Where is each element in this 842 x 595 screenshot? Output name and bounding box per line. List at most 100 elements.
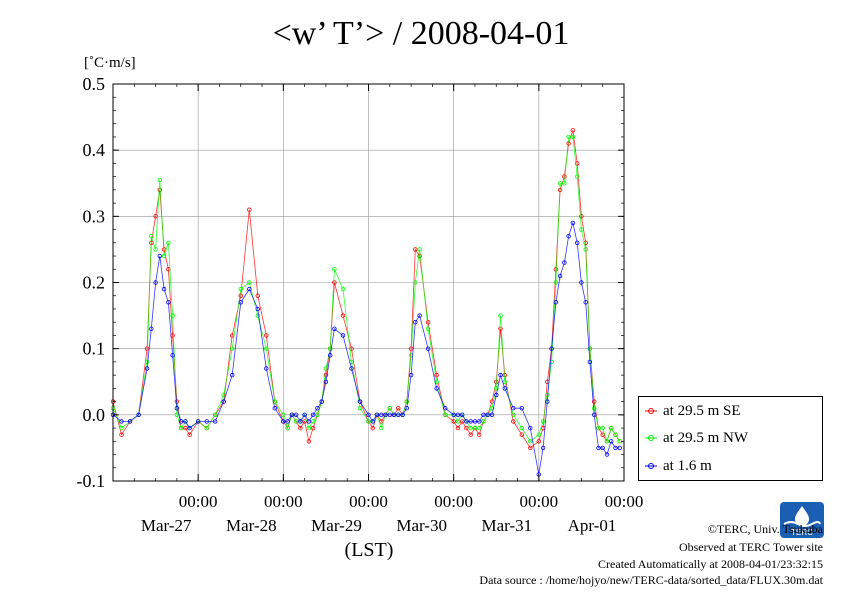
data-point bbox=[183, 419, 188, 424]
legend: at 29.5 m SE at 29.5 m NW at 1.6 m bbox=[638, 396, 823, 481]
data-point bbox=[264, 366, 269, 371]
data-point bbox=[315, 406, 320, 411]
data-point bbox=[144, 366, 150, 371]
data-point bbox=[498, 313, 503, 318]
data-point bbox=[328, 353, 333, 358]
data-point bbox=[609, 425, 614, 431]
data-point bbox=[566, 141, 571, 146]
data-point bbox=[323, 372, 329, 378]
x-tick-date-label: Mar-30 bbox=[396, 516, 447, 535]
data-point bbox=[408, 372, 414, 378]
data-point bbox=[413, 320, 418, 325]
data-point bbox=[255, 313, 260, 318]
data-point bbox=[579, 227, 584, 232]
data-point bbox=[613, 445, 618, 451]
data-point bbox=[310, 425, 316, 431]
data-point bbox=[404, 399, 409, 404]
data-point bbox=[417, 253, 422, 259]
series-line-0 bbox=[112, 130, 621, 449]
data-point bbox=[298, 425, 303, 431]
credit-observed: Observed at TERC Tower site bbox=[678, 540, 823, 554]
data-point bbox=[545, 399, 550, 404]
data-point bbox=[247, 280, 252, 285]
data-point bbox=[536, 439, 541, 444]
data-point bbox=[293, 412, 299, 417]
data-point bbox=[600, 425, 605, 431]
data-point bbox=[600, 445, 605, 451]
data-point bbox=[319, 399, 324, 404]
data-point bbox=[494, 392, 499, 398]
data-point bbox=[477, 432, 482, 437]
data-point bbox=[387, 406, 392, 411]
data-point bbox=[566, 233, 571, 239]
data-point bbox=[413, 247, 418, 252]
data-point bbox=[285, 419, 290, 424]
data-point bbox=[553, 267, 559, 272]
data-point bbox=[425, 320, 431, 325]
data-point bbox=[302, 412, 307, 417]
x-tick-date-label: Mar-31 bbox=[482, 516, 533, 535]
data-point bbox=[455, 419, 461, 424]
data-point bbox=[472, 425, 478, 431]
data-point bbox=[379, 425, 384, 431]
data-point bbox=[166, 300, 171, 305]
data-point bbox=[566, 134, 571, 140]
data-point bbox=[468, 419, 473, 424]
y-tick-label: 0.0 bbox=[83, 405, 106, 425]
data-point bbox=[212, 419, 218, 424]
data-point bbox=[396, 412, 401, 417]
credit-copyright: ©TERC, Univ. Tsukuba bbox=[707, 522, 823, 536]
data-point bbox=[310, 419, 316, 424]
data-point bbox=[575, 240, 580, 245]
data-point bbox=[306, 419, 312, 424]
credit-created: Created Automatically at 2008-04-01/23:3… bbox=[598, 557, 823, 571]
data-point bbox=[570, 134, 576, 140]
data-point bbox=[370, 425, 375, 431]
data-point bbox=[161, 253, 167, 259]
data-point bbox=[221, 399, 226, 404]
data-point bbox=[332, 267, 337, 272]
data-point bbox=[481, 412, 486, 417]
data-point bbox=[587, 346, 593, 351]
data-point bbox=[511, 412, 516, 417]
data-point bbox=[536, 432, 541, 437]
data-point bbox=[289, 412, 295, 417]
data-point bbox=[157, 177, 162, 183]
data-point bbox=[310, 412, 316, 417]
series-line-2 bbox=[112, 221, 620, 475]
series-layer bbox=[110, 128, 622, 477]
data-point bbox=[583, 300, 588, 305]
data-point bbox=[443, 412, 448, 417]
data-point bbox=[417, 247, 422, 252]
data-point bbox=[489, 412, 495, 417]
data-point bbox=[306, 439, 312, 444]
data-point bbox=[153, 280, 158, 285]
data-point bbox=[596, 445, 601, 451]
data-point bbox=[396, 406, 401, 411]
y-tick-label: 0.5 bbox=[83, 74, 106, 94]
data-point bbox=[379, 412, 384, 417]
x-tick-time-label: 00:00 bbox=[349, 492, 388, 511]
data-point bbox=[557, 273, 563, 279]
x-tick-date-label: Mar-28 bbox=[226, 516, 277, 535]
data-point bbox=[583, 247, 588, 252]
y-tick-label: 0.4 bbox=[83, 140, 106, 160]
data-point bbox=[238, 293, 243, 298]
data-point bbox=[149, 233, 154, 239]
data-point bbox=[298, 419, 303, 424]
data-point bbox=[149, 326, 154, 331]
data-point bbox=[511, 406, 516, 411]
data-point bbox=[579, 214, 584, 219]
series-line-1 bbox=[112, 136, 621, 443]
legend-label: at 29.5 m SE bbox=[663, 403, 741, 419]
credit-source: Data source : /home/hojyo/new/TERC-data/… bbox=[479, 573, 823, 587]
x-tick-time-label: 00:00 bbox=[605, 492, 644, 511]
data-point bbox=[511, 419, 516, 424]
y-axis-unit-label: [˚C·m/s] bbox=[84, 55, 136, 71]
data-point bbox=[425, 326, 431, 331]
data-point bbox=[604, 452, 610, 457]
data-point bbox=[481, 419, 486, 424]
data-point bbox=[374, 412, 380, 417]
data-point bbox=[264, 346, 269, 351]
y-ticks: 0.5 0.4 0.3 0.2 0.1 0.0 -0.1 bbox=[77, 74, 624, 491]
